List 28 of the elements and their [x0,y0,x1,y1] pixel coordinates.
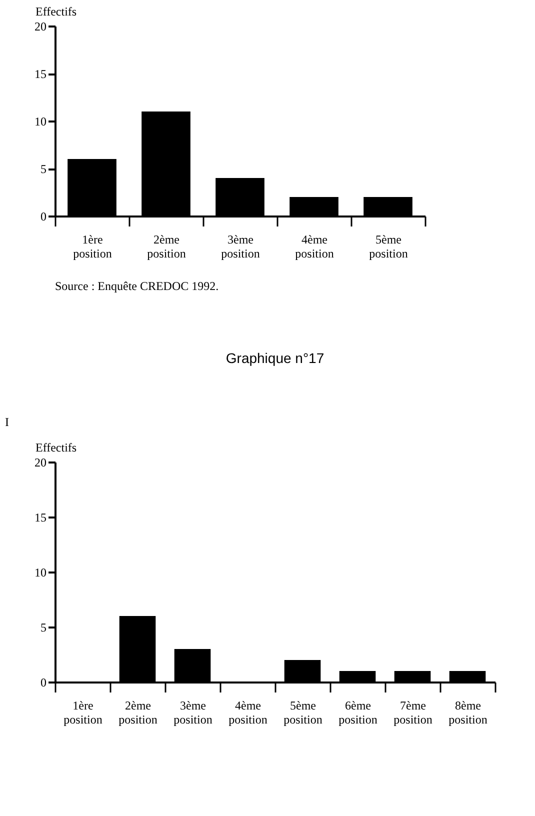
x-tick-label: 6ème position [338,698,378,726]
y-tick-label: 5 [40,162,46,176]
x-tick-label: 2ème position [118,698,158,726]
y-axis-title: Effectifs [36,4,77,18]
text: I [5,415,9,429]
x-tick-label: 4ème position [295,232,334,260]
y-tick-label: 15 [34,67,46,81]
y-tick-label: 20 [34,20,46,34]
y-tick-label: 10 [34,114,46,128]
y-tick-label: 0 [40,676,46,690]
x-tick-label: 8ème position [448,698,488,726]
x-tick-label: 2ème position [147,232,186,260]
x-tick-label: 5ème position [284,698,322,726]
chart-title: Graphique n°17 [226,350,324,366]
y-tick-label: 0 [40,210,46,224]
y-tick-label: 5 [40,620,46,634]
y-tick-label: 20 [34,456,46,470]
x-tick-label: 7ème position [394,698,432,726]
y-axis-title: Effectifs [36,440,77,454]
y-tick-label: 10 [34,566,46,580]
x-tick-label: 4ème position [228,698,268,726]
x-tick-label: 3ème position [221,232,260,260]
x-tick-label: 1ère position [64,698,102,726]
x-tick-label: 1ère position [73,232,112,260]
x-tick-label: 5ème position [369,232,408,260]
x-tick-label: 3ème position [174,698,212,726]
source-note: Source : Enquête CREDOC 1992. [55,279,219,293]
y-tick-label: 15 [34,510,46,524]
